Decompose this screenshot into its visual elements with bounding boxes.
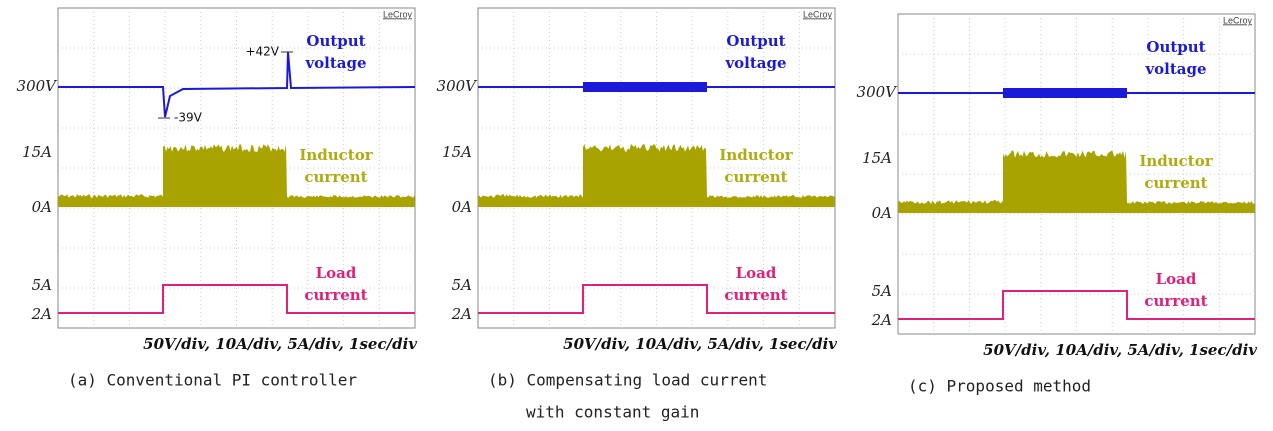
level-label: 2A <box>871 311 893 329</box>
level-label: 300V <box>17 77 59 95</box>
scale-label: 50V/div, 10A/div, 5A/div, 1sec/div <box>983 341 1257 359</box>
trace-label: Load <box>316 264 357 282</box>
level-label: 300V <box>857 83 899 101</box>
caption: (c) Proposed method <box>908 377 1091 396</box>
trace-label: Load <box>1156 270 1197 288</box>
voltage-ripple <box>1003 88 1127 98</box>
level-label: 5A <box>452 276 473 294</box>
level-label: 0A <box>452 198 473 216</box>
level-label: 15A <box>442 143 472 161</box>
level-label: 300V <box>437 77 479 95</box>
trace-label: current <box>304 286 367 304</box>
figure: LeCroy +42V -39V Output voltage Inductor curre… <box>0 0 1273 431</box>
panel: LeCroy Output voltage Inductor current Load cu… <box>857 14 1258 359</box>
trace-label: current <box>1144 292 1207 310</box>
trace-label: current <box>724 168 787 186</box>
trace-label: Output <box>1146 38 1205 56</box>
trace-label: voltage <box>724 54 786 72</box>
brand: LeCroy <box>383 9 413 19</box>
annotation: -39V <box>174 111 203 125</box>
level-label: 2A <box>31 305 53 323</box>
brand: LeCroy <box>1223 15 1253 25</box>
scale-label: 50V/div, 10A/div, 5A/div, 1sec/div <box>143 335 417 353</box>
trace-label: Output <box>306 32 365 50</box>
level-label: 15A <box>862 149 892 167</box>
panel: LeCroy +42V -39V Output voltage Inductor curre… <box>17 8 418 353</box>
caption: (b) Compensating load current <box>488 371 767 390</box>
annotation: +42V <box>245 45 279 59</box>
trace-label: current <box>304 168 367 186</box>
trace-label: Inductor <box>299 146 373 164</box>
trace-label: current <box>1144 174 1207 192</box>
trace-label: Inductor <box>1139 152 1213 170</box>
panel: LeCroy Output voltage Inductor current Load cu… <box>437 8 838 353</box>
caption: (a) Conventional PI controller <box>68 371 357 390</box>
trace-label: Inductor <box>719 146 793 164</box>
trace-label: current <box>724 286 787 304</box>
brand: LeCroy <box>803 9 833 19</box>
level-label: 5A <box>32 276 53 294</box>
voltage-ripple <box>583 82 707 92</box>
caption: with constant gain <box>526 403 699 422</box>
trace-label: Output <box>726 32 785 50</box>
trace-label: voltage <box>1144 60 1206 78</box>
trace-label: Load <box>736 264 777 282</box>
level-label: 5A <box>872 282 893 300</box>
level-label: 15A <box>22 143 52 161</box>
level-label: 0A <box>32 198 53 216</box>
trace-label: voltage <box>304 54 366 72</box>
level-label: 2A <box>451 305 473 323</box>
level-label: 0A <box>872 204 893 222</box>
scale-label: 50V/div, 10A/div, 5A/div, 1sec/div <box>563 335 837 353</box>
